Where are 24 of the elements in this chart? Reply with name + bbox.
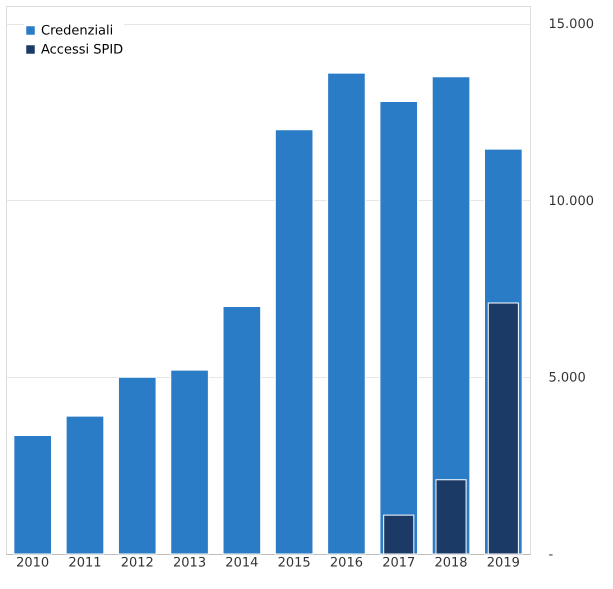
x-tick-label: 2016 <box>330 556 363 570</box>
x-tick-label: 2019 <box>486 556 520 570</box>
x-tick-label: 2018 <box>434 556 468 570</box>
bar <box>274 129 314 554</box>
legend-label: Accessi SPID <box>41 42 124 58</box>
y-tick-label: 15.000 <box>548 17 594 32</box>
x-tick-label: 2012 <box>120 556 154 570</box>
x-tick-label: 2013 <box>173 556 206 570</box>
x-tick-label: 2014 <box>225 556 258 570</box>
bar <box>379 100 418 554</box>
bar <box>66 416 104 554</box>
bar <box>118 376 157 554</box>
bar <box>222 306 262 554</box>
y-tick-label: - <box>548 548 554 562</box>
x-tick-label: 2010 <box>16 556 50 570</box>
y-tick-label: 10.000 <box>548 194 594 209</box>
x-tick-label: 2015 <box>278 556 311 570</box>
bar <box>327 72 366 554</box>
legend-label: Credenziali <box>41 24 114 38</box>
y-tick-label: 5.000 <box>548 370 586 386</box>
bar <box>170 370 209 554</box>
x-tick-label: 2011 <box>68 556 102 570</box>
x-tick-label: 2017 <box>382 556 416 570</box>
bar <box>13 435 52 554</box>
